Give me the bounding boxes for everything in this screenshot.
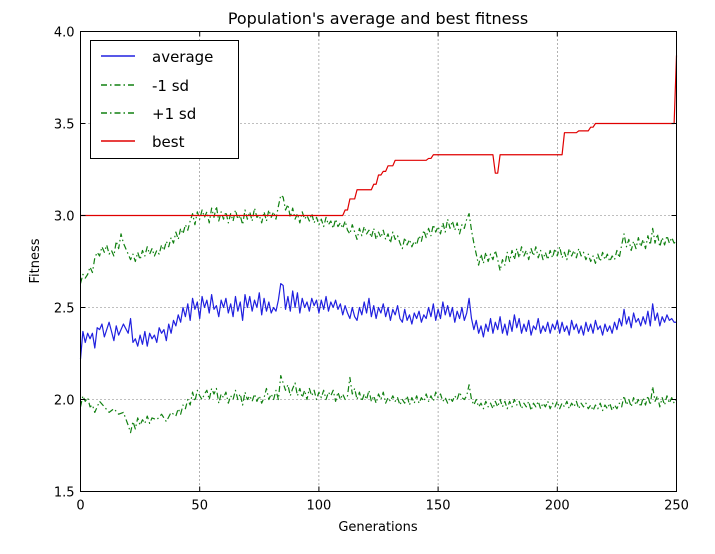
y-tick-label: 4.0 bbox=[54, 26, 75, 41]
ticks: 0 50 100 150 200 250 1.5 2.0 2.5 3.0 3.5 4.0 bbox=[54, 26, 689, 514]
plot-frame bbox=[80, 31, 677, 492]
y-axis-label: Fitness bbox=[28, 238, 43, 283]
chart-title: Population's average and best fitness bbox=[228, 9, 528, 28]
y-tick-label: 2.0 bbox=[54, 394, 75, 409]
legend-label-plus-sd: +1 sd bbox=[152, 105, 196, 123]
series-line-plus-sd bbox=[79, 194, 677, 284]
series-line-best bbox=[80, 55, 678, 217]
legend-label-minus-sd: -1 sd bbox=[152, 77, 189, 95]
x-axis-label: Generations bbox=[338, 520, 418, 535]
x-tick-label: 200 bbox=[545, 499, 570, 514]
x-tick-label: 50 bbox=[191, 499, 208, 514]
legend-box bbox=[90, 40, 239, 159]
series-line-minus-sd bbox=[79, 374, 678, 434]
y-tick-label: 1.5 bbox=[54, 486, 75, 501]
y-tick-label: 2.5 bbox=[54, 302, 75, 317]
series-line-average bbox=[79, 282, 677, 360]
legend: average -1 sd +1 sd best bbox=[90, 40, 239, 159]
x-tick-label: 100 bbox=[306, 499, 331, 514]
legend-label-best: best bbox=[152, 133, 185, 151]
x-tick-label: 0 bbox=[76, 499, 84, 514]
y-tick-label: 3.5 bbox=[54, 118, 75, 133]
x-tick-label: 150 bbox=[426, 499, 451, 514]
legend-label-average: average bbox=[152, 48, 213, 66]
plot-lines bbox=[79, 55, 678, 434]
x-tick-label: 250 bbox=[664, 499, 689, 514]
y-tick-label: 3.0 bbox=[54, 210, 75, 225]
